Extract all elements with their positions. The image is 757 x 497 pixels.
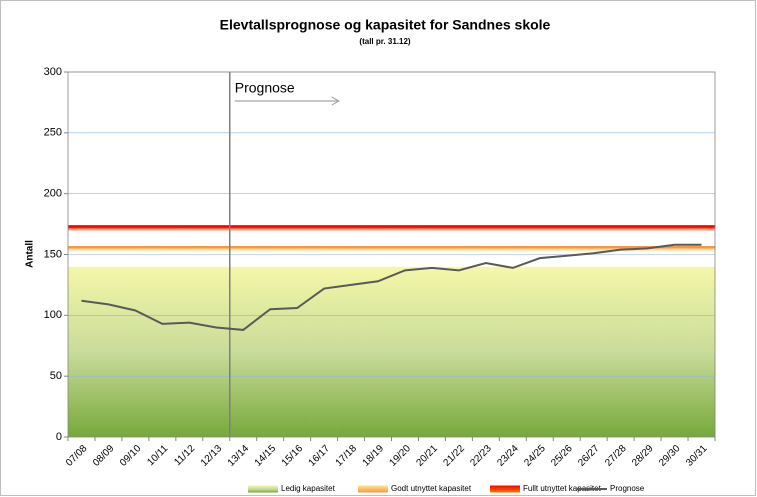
chart-title: Elevtallsprognose og kapasitet for Sandn… bbox=[220, 17, 551, 33]
y-tick-label: 300 bbox=[44, 66, 62, 78]
area-segment bbox=[256, 266, 284, 437]
area-segment bbox=[391, 266, 419, 437]
area-segment bbox=[418, 266, 446, 437]
chart-subtitle: (tall pr. 31.12) bbox=[359, 37, 410, 46]
legend-label: Fullt utnyttet kapasitet bbox=[523, 484, 602, 493]
area-segment bbox=[202, 225, 231, 246]
area-segment bbox=[526, 225, 554, 246]
area-segment bbox=[445, 245, 473, 267]
area-segment bbox=[310, 245, 338, 267]
area-segment bbox=[499, 245, 527, 267]
legend-label: Ledig kapasitet bbox=[281, 484, 336, 493]
line-series bbox=[81, 243, 702, 331]
area-segment bbox=[364, 245, 392, 267]
area-segment bbox=[148, 266, 177, 437]
area-segment bbox=[418, 245, 446, 267]
area-segment bbox=[94, 266, 123, 437]
y-tick-label: 100 bbox=[44, 309, 62, 321]
legend-swatch bbox=[490, 485, 520, 493]
area-segment bbox=[148, 225, 177, 246]
area-segment bbox=[661, 266, 689, 437]
area-segment bbox=[607, 225, 635, 246]
area-segment bbox=[472, 225, 500, 246]
area-segment bbox=[634, 266, 662, 437]
area-segment bbox=[310, 225, 338, 246]
area-segment bbox=[364, 266, 392, 437]
area-segment bbox=[526, 266, 554, 437]
area-segment bbox=[391, 225, 419, 246]
area-segment bbox=[68, 225, 96, 246]
area-segment bbox=[337, 225, 365, 246]
area-segment bbox=[499, 266, 527, 437]
area-segment bbox=[175, 225, 204, 246]
area-segment bbox=[175, 245, 204, 267]
area-segment bbox=[688, 225, 716, 246]
y-tick-label: 150 bbox=[44, 248, 62, 260]
area-segment bbox=[68, 245, 96, 267]
area-segment bbox=[580, 245, 608, 267]
area-segment bbox=[472, 266, 500, 437]
area-segment bbox=[175, 266, 204, 437]
area-segment bbox=[256, 225, 284, 246]
area-segment bbox=[661, 245, 689, 267]
area-segment bbox=[94, 245, 123, 267]
y-tick-label: 50 bbox=[50, 370, 62, 382]
y-tick-label: 250 bbox=[44, 127, 62, 139]
annotation: Prognose bbox=[235, 80, 295, 96]
area-segment bbox=[68, 266, 96, 437]
area-segment bbox=[553, 225, 581, 246]
area-segment bbox=[418, 225, 446, 246]
area-segment bbox=[499, 225, 527, 246]
area-segment bbox=[121, 245, 150, 267]
area-segment bbox=[607, 266, 635, 437]
y-axis-label: Antall bbox=[25, 240, 36, 268]
area-segment bbox=[202, 266, 231, 437]
area-segment bbox=[391, 245, 419, 267]
legend-label: Godt utnyttet kapasitet bbox=[391, 484, 472, 493]
area-segment bbox=[283, 266, 311, 437]
area-segment bbox=[283, 225, 311, 246]
area-segment bbox=[337, 245, 365, 267]
legend-swatch bbox=[248, 485, 278, 493]
arrow-head bbox=[331, 96, 340, 106]
area-segment bbox=[256, 245, 284, 267]
area-segment bbox=[202, 245, 231, 267]
area-segment bbox=[121, 225, 150, 246]
area-segment bbox=[94, 225, 123, 246]
area-segment bbox=[688, 245, 716, 267]
area-segment bbox=[310, 266, 338, 437]
area-segment bbox=[580, 225, 608, 246]
area-segment bbox=[337, 266, 365, 437]
area-segment bbox=[661, 225, 689, 246]
area-segment bbox=[580, 266, 608, 437]
area-segment bbox=[472, 245, 500, 267]
area-segment bbox=[445, 266, 473, 437]
area-segment bbox=[229, 266, 258, 437]
area-segment bbox=[229, 225, 258, 246]
y-tick-label: 0 bbox=[56, 431, 62, 443]
legend-label: Prognose bbox=[610, 484, 645, 493]
area-segment bbox=[121, 266, 150, 437]
area-segment bbox=[229, 245, 258, 267]
y-tick-label: 200 bbox=[44, 188, 62, 200]
area-segment bbox=[445, 225, 473, 246]
area-segment bbox=[283, 245, 311, 267]
area-segment bbox=[553, 266, 581, 437]
area-segment bbox=[634, 225, 662, 246]
area-segment bbox=[634, 245, 662, 267]
area-segment bbox=[148, 245, 177, 267]
area-segment bbox=[364, 225, 392, 246]
area-segment bbox=[688, 266, 716, 437]
legend-swatch bbox=[358, 485, 388, 493]
